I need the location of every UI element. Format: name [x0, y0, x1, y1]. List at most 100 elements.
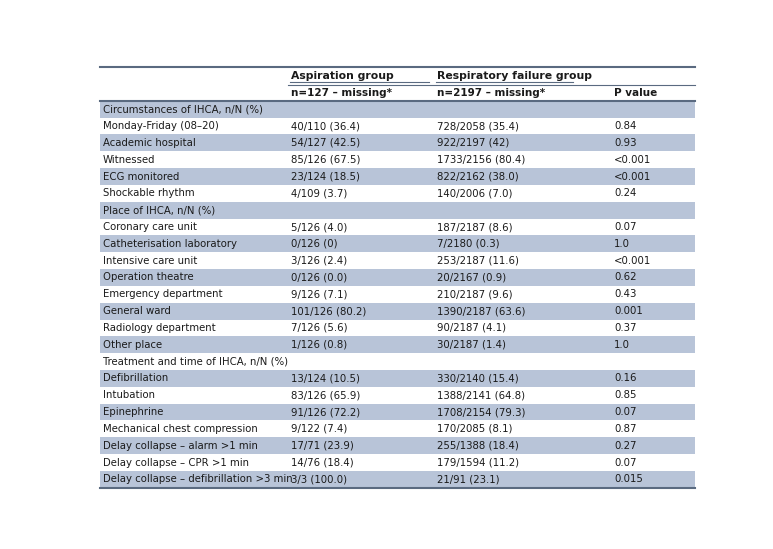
Text: Respiratory failure group: Respiratory failure group: [438, 71, 592, 81]
Text: 0.87: 0.87: [615, 424, 637, 434]
Text: 13/124 (10.5): 13/124 (10.5): [291, 373, 359, 383]
Bar: [288, 252, 435, 269]
Bar: [288, 320, 435, 337]
Bar: [435, 370, 612, 387]
Text: 0.84: 0.84: [615, 121, 637, 131]
Bar: [612, 135, 694, 152]
Text: 255/1388 (18.4): 255/1388 (18.4): [438, 441, 519, 451]
Bar: [100, 202, 694, 219]
Bar: [100, 387, 288, 404]
Text: 21/91 (23.1): 21/91 (23.1): [438, 474, 500, 484]
Text: n=2197 – missing*: n=2197 – missing*: [438, 88, 546, 98]
Text: 0.27: 0.27: [615, 441, 637, 451]
Text: 0.93: 0.93: [615, 138, 637, 148]
Text: Aspiration group: Aspiration group: [291, 71, 393, 81]
Text: 23/124 (18.5): 23/124 (18.5): [291, 171, 359, 182]
Bar: [612, 152, 694, 168]
Text: 0.07: 0.07: [615, 222, 637, 232]
Bar: [435, 320, 612, 337]
Bar: [435, 85, 612, 101]
Text: Epinephrine: Epinephrine: [103, 407, 163, 417]
Bar: [612, 117, 694, 135]
Text: 822/2162 (38.0): 822/2162 (38.0): [438, 171, 519, 182]
Bar: [612, 85, 694, 101]
Bar: [100, 135, 288, 152]
Text: 1708/2154 (79.3): 1708/2154 (79.3): [438, 407, 526, 417]
Text: 9/126 (7.1): 9/126 (7.1): [291, 289, 347, 299]
Bar: [288, 269, 435, 286]
Bar: [612, 370, 694, 387]
Bar: [100, 454, 288, 471]
Bar: [288, 219, 435, 236]
Bar: [435, 117, 612, 135]
Bar: [612, 302, 694, 320]
Text: Circumstances of IHCA, n/N (%): Circumstances of IHCA, n/N (%): [103, 104, 263, 114]
Text: Mechanical chest compression: Mechanical chest compression: [103, 424, 257, 434]
Bar: [612, 185, 694, 202]
Bar: [612, 320, 694, 337]
Bar: [288, 152, 435, 168]
Text: 20/2167 (0.9): 20/2167 (0.9): [438, 272, 507, 283]
Bar: [100, 101, 694, 117]
Text: <0.001: <0.001: [615, 256, 652, 266]
Text: 5/126 (4.0): 5/126 (4.0): [291, 222, 347, 232]
Bar: [100, 269, 288, 286]
Text: 1.0: 1.0: [615, 239, 630, 249]
Text: 0.001: 0.001: [615, 306, 643, 316]
Text: 1.0: 1.0: [615, 340, 630, 350]
Bar: [612, 219, 694, 236]
Text: 3/126 (2.4): 3/126 (2.4): [291, 256, 347, 266]
Bar: [288, 168, 435, 185]
Text: Delay collapse – defibrillation >3 min: Delay collapse – defibrillation >3 min: [103, 474, 292, 484]
Bar: [612, 252, 694, 269]
Bar: [100, 353, 694, 370]
Bar: [435, 421, 612, 438]
Bar: [435, 236, 612, 252]
Text: Intensive care unit: Intensive care unit: [103, 256, 197, 266]
Text: 0/126 (0.0): 0/126 (0.0): [291, 272, 347, 283]
Text: 0/126 (0): 0/126 (0): [291, 239, 337, 249]
Bar: [435, 168, 612, 185]
Text: Operation theatre: Operation theatre: [103, 272, 193, 283]
Text: Witnessed: Witnessed: [103, 155, 155, 165]
Text: 30/2187 (1.4): 30/2187 (1.4): [438, 340, 506, 350]
Bar: [100, 471, 288, 488]
Text: Treatment and time of IHCA, n/N (%): Treatment and time of IHCA, n/N (%): [103, 357, 288, 367]
Text: Defibrillation: Defibrillation: [103, 373, 168, 383]
Bar: [100, 286, 288, 302]
Bar: [435, 67, 612, 85]
Text: n=127 – missing*: n=127 – missing*: [291, 88, 392, 98]
Text: 922/2197 (42): 922/2197 (42): [438, 138, 510, 148]
Bar: [100, 236, 288, 252]
Text: 0.43: 0.43: [615, 289, 637, 299]
Bar: [612, 404, 694, 421]
Bar: [435, 438, 612, 454]
Bar: [612, 286, 694, 302]
Bar: [100, 185, 288, 202]
Bar: [100, 152, 288, 168]
Text: 7/126 (5.6): 7/126 (5.6): [291, 323, 347, 333]
Text: Place of IHCA, n/N (%): Place of IHCA, n/N (%): [103, 205, 215, 215]
Bar: [435, 219, 612, 236]
Bar: [100, 302, 288, 320]
Bar: [612, 471, 694, 488]
Text: 140/2006 (7.0): 140/2006 (7.0): [438, 188, 513, 198]
Bar: [288, 302, 435, 320]
Bar: [435, 337, 612, 353]
Text: 253/2187 (11.6): 253/2187 (11.6): [438, 256, 519, 266]
Bar: [612, 236, 694, 252]
Bar: [100, 370, 288, 387]
Text: Emergency department: Emergency department: [103, 289, 223, 299]
Text: Delay collapse – CPR >1 min: Delay collapse – CPR >1 min: [103, 457, 249, 468]
Bar: [100, 117, 288, 135]
Text: Shockable rhythm: Shockable rhythm: [103, 188, 194, 198]
Text: 101/126 (80.2): 101/126 (80.2): [291, 306, 366, 316]
Text: Catheterisation laboratory: Catheterisation laboratory: [103, 239, 237, 249]
Text: 179/1594 (11.2): 179/1594 (11.2): [438, 457, 519, 468]
Bar: [288, 117, 435, 135]
Text: 0.37: 0.37: [615, 323, 637, 333]
Bar: [288, 337, 435, 353]
Text: <0.001: <0.001: [615, 171, 652, 182]
Text: 187/2187 (8.6): 187/2187 (8.6): [438, 222, 513, 232]
Text: 9/122 (7.4): 9/122 (7.4): [291, 424, 347, 434]
